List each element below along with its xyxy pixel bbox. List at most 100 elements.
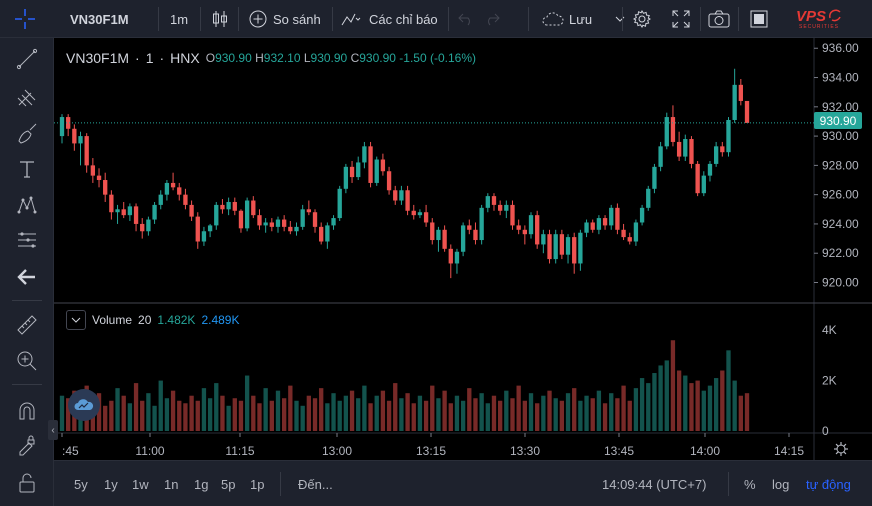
candle-body bbox=[689, 139, 694, 164]
candle-body bbox=[263, 222, 268, 226]
volume-bar bbox=[522, 400, 527, 431]
volume-bar bbox=[442, 390, 447, 431]
pattern-icon[interactable] bbox=[12, 190, 42, 220]
auto-toggle[interactable]: tự động bbox=[806, 476, 851, 492]
goto-date-button[interactable]: Đến... bbox=[298, 476, 333, 492]
volume-bar bbox=[170, 390, 176, 431]
compare-button[interactable]: So sánh bbox=[249, 0, 321, 38]
volume-bar bbox=[103, 405, 108, 431]
volume-tick-label: 4K bbox=[822, 323, 837, 337]
price-chart[interactable]: 936.00 934.00 932.00 930.00 928.00 926.00 924.… bbox=[54, 38, 872, 460]
candle-body bbox=[467, 225, 472, 230]
axis-settings-icon bbox=[834, 442, 848, 456]
volume-bar bbox=[578, 400, 583, 431]
candle-body bbox=[72, 128, 77, 144]
open-label: O bbox=[205, 51, 216, 65]
volume-bar bbox=[288, 385, 293, 431]
toolbar-divider bbox=[622, 7, 623, 31]
volume-bar bbox=[430, 385, 435, 431]
toolbar-divider bbox=[200, 7, 201, 31]
volume-bar bbox=[695, 380, 700, 431]
trend-line-icon[interactable] bbox=[12, 44, 42, 74]
candle-body bbox=[380, 159, 386, 172]
volume-bar bbox=[621, 385, 626, 431]
volume-bar bbox=[319, 388, 324, 431]
lock-drawing-icon[interactable] bbox=[12, 430, 42, 460]
high-value: 932.10 bbox=[263, 51, 301, 65]
volume-bar bbox=[275, 390, 281, 431]
range-1p[interactable]: 1p bbox=[250, 476, 265, 492]
volume-bar bbox=[362, 385, 367, 431]
legend-symbol[interactable]: VN30F1M bbox=[66, 50, 130, 66]
volume-bar bbox=[66, 398, 71, 431]
text-tool-icon[interactable] bbox=[12, 154, 42, 184]
candle-body bbox=[343, 166, 349, 189]
volume-bar bbox=[343, 395, 349, 431]
volume-bar bbox=[726, 350, 731, 431]
top-toolbar: VN30F1M 1m So sánh Các chỉ báo Lưu bbox=[0, 0, 872, 38]
zoom-in-icon[interactable] bbox=[12, 346, 42, 376]
ruler-icon[interactable] bbox=[12, 310, 42, 340]
cloud-sync-button[interactable] bbox=[68, 389, 100, 421]
toolbar-divider bbox=[448, 7, 449, 31]
candle-body bbox=[226, 201, 231, 210]
brush-icon[interactable] bbox=[12, 118, 42, 148]
chart-area[interactable]: 936.00 934.00 932.00 930.00 928.00 926.00 924.… bbox=[54, 38, 872, 460]
indicators-button[interactable]: Các chỉ báo bbox=[341, 0, 438, 38]
log-toggle[interactable]: log bbox=[772, 476, 790, 492]
candle-body bbox=[189, 204, 194, 217]
collapse-legend-button[interactable] bbox=[66, 310, 86, 330]
collapse-toolbar-button[interactable]: ‹ bbox=[48, 420, 58, 440]
range-5y[interactable]: 5y bbox=[74, 476, 88, 492]
range-1g[interactable]: 1g bbox=[194, 476, 209, 492]
range-1n[interactable]: 1n bbox=[164, 476, 179, 492]
arrow-left-icon[interactable] bbox=[12, 262, 42, 292]
low-value: 930.90 bbox=[310, 51, 348, 65]
volume-bar bbox=[491, 395, 497, 431]
camera-icon[interactable] bbox=[708, 0, 730, 38]
candle-body bbox=[103, 180, 108, 195]
volume-bar bbox=[565, 393, 571, 431]
candle-body bbox=[127, 206, 133, 216]
percent-toggle[interactable]: % bbox=[744, 476, 756, 492]
candle-body bbox=[504, 204, 509, 211]
interval-button[interactable]: 1m bbox=[170, 11, 189, 27]
volume-bar bbox=[282, 398, 287, 431]
symbol-search[interactable]: VN30F1M bbox=[70, 11, 129, 27]
axes: 936.00 934.00 932.00 930.00 928.00 926.00 924.… bbox=[54, 38, 872, 460]
settings-gear-icon[interactable] bbox=[632, 0, 652, 38]
volume-bar bbox=[411, 403, 416, 431]
crosshair-icon[interactable] bbox=[14, 0, 40, 38]
volume-bar bbox=[738, 395, 743, 431]
window-layout-icon[interactable] bbox=[750, 0, 768, 38]
magnet-icon[interactable] bbox=[12, 396, 42, 426]
price-tick-label: 924.00 bbox=[822, 217, 859, 231]
unlock-icon[interactable] bbox=[12, 468, 42, 498]
candle-body bbox=[510, 204, 515, 226]
volume-bar bbox=[386, 400, 392, 431]
undo-icon[interactable] bbox=[458, 0, 474, 38]
candle-body bbox=[207, 225, 213, 232]
open-value: 930.90 bbox=[215, 51, 252, 65]
fib-retracement-icon[interactable] bbox=[12, 226, 42, 256]
candle-body bbox=[152, 204, 157, 220]
volume-bar bbox=[485, 403, 490, 431]
pitchfork-icon[interactable] bbox=[12, 82, 42, 112]
clock: 14:09:44 (UTC+7) bbox=[602, 476, 707, 492]
candle-body bbox=[140, 223, 145, 232]
range-1w[interactable]: 1w bbox=[132, 476, 149, 492]
range-5p[interactable]: 5p bbox=[221, 476, 236, 492]
redo-icon[interactable] bbox=[484, 0, 500, 38]
volume-bar bbox=[744, 393, 750, 431]
candle-body bbox=[109, 194, 114, 213]
candle-body bbox=[627, 237, 632, 242]
volume-bar bbox=[269, 400, 274, 431]
range-1y[interactable]: 1y bbox=[104, 476, 118, 492]
volume-tick-label: 0 bbox=[822, 424, 829, 438]
candle-style-icon[interactable] bbox=[212, 0, 228, 38]
fullscreen-icon[interactable] bbox=[672, 0, 690, 38]
candle-body bbox=[436, 229, 441, 241]
add-circle-icon bbox=[249, 10, 267, 28]
candle-body bbox=[115, 209, 120, 213]
save-button[interactable]: Lưu bbox=[542, 0, 625, 38]
